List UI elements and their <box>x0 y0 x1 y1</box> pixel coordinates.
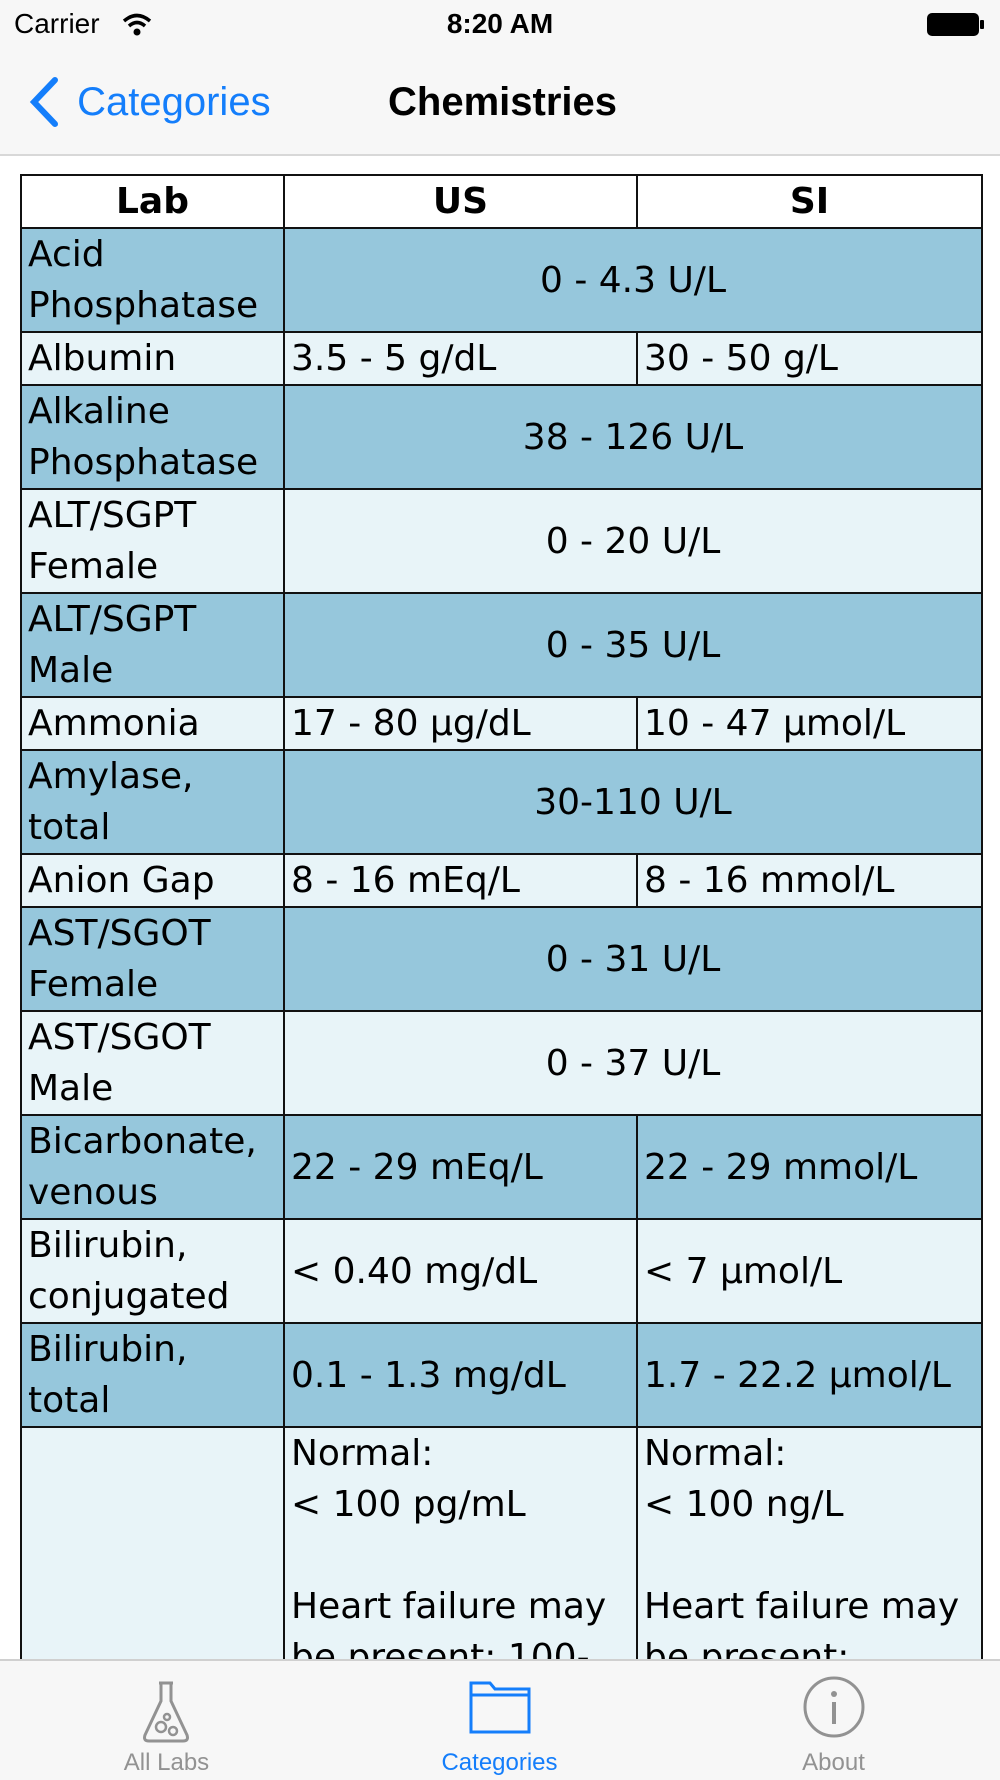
lab-cell: AST/SGOT Female <box>20 906 285 1012</box>
us-cell: 17 - 80 µg/dL <box>283 696 638 751</box>
tab-label: About <box>802 1749 865 1776</box>
nav-title: Chemistries <box>388 80 617 124</box>
si-cell: 10 - 47 µmol/L <box>636 696 983 751</box>
si-cell: 1.7 - 22.2 µmol/L <box>636 1322 983 1428</box>
tab-label: All Labs <box>123 1749 210 1776</box>
us-cell: 8 - 16 mEq/L <box>283 853 638 908</box>
cell-line: Normal: <box>644 1433 787 1474</box>
range-cell: 0 - 31 U/L <box>283 906 983 1012</box>
range-cell: 38 - 126 U/L <box>283 384 983 490</box>
us-cell: < 0.40 mg/dL <box>283 1218 638 1324</box>
table-row: ALT/SGPT Male 0 - 35 U/L <box>20 592 983 698</box>
wifi-icon <box>122 13 152 36</box>
back-label: Categories <box>77 79 271 124</box>
cell-line: < 100 pg/mL <box>291 1484 526 1525</box>
lab-cell: Albumin <box>20 331 285 386</box>
header-cell: US <box>283 174 638 229</box>
battery-icon <box>927 13 984 36</box>
cell-line: Heart failure may be present: 100- <box>291 1586 607 1659</box>
lab-cell <box>20 1426 285 1659</box>
back-chevron <box>29 77 58 127</box>
content: Lab US SI Acid Phosphatase 0 - 4.3 U/L Album… <box>0 156 1000 1659</box>
nav-bar: Categories Chemistries <box>0 50 1000 156</box>
back-button[interactable]: Categories <box>28 74 271 130</box>
si-cell: Normal: < 100 ng/L Heart failure may be pr… <box>636 1426 983 1659</box>
lab-cell: Bilirubin, total <box>20 1322 285 1428</box>
tab-label: Categories <box>441 1749 558 1776</box>
cell-line: < 100 ng/L <box>644 1484 844 1525</box>
lab-cell: Bilirubin, conjugated <box>20 1218 285 1324</box>
table-row: Alkaline Phosphatase 38 - 126 U/L <box>20 384 983 490</box>
table-row: Bilirubin, conjugated < 0.40 mg/dL < 7 µmo… <box>20 1218 983 1324</box>
lab-cell: Anion Gap <box>20 853 285 908</box>
table-row: Acid Phosphatase 0 - 4.3 U/L <box>20 227 983 333</box>
folder-icon <box>469 1681 531 1734</box>
table-row: Normal: < 100 pg/mL Heart failure may be p… <box>20 1426 983 1659</box>
table-row: Ammonia 17 - 80 µg/dL 10 - 47 µmol/L <box>20 696 983 751</box>
table-row: Bicarbonate, venous 22 - 29 mEq/L 22 - 29 … <box>20 1114 983 1220</box>
carrier: Carrier <box>14 8 100 39</box>
info-icon <box>803 1676 865 1738</box>
range-cell: 0 - 4.3 U/L <box>283 227 983 333</box>
table-row: AST/SGOT Male 0 - 37 U/L <box>20 1010 983 1116</box>
range-cell: 0 - 35 U/L <box>283 592 983 698</box>
flask-icon <box>143 1681 189 1743</box>
si-cell: 30 - 50 g/L <box>636 331 983 386</box>
us-cell: 0.1 - 1.3 mg/dL <box>283 1322 638 1428</box>
table-row: Anion Gap 8 - 16 mEq/L 8 - 16 mmol/L <box>20 853 983 908</box>
range-cell: 0 - 37 U/L <box>283 1010 983 1116</box>
header-cell: SI <box>636 174 983 229</box>
table-row: Albumin 3.5 - 5 g/dL 30 - 50 g/L <box>20 331 983 386</box>
range-cell: 30-110 U/L <box>283 749 983 855</box>
lab-table: Lab US SI Acid Phosphatase 0 - 4.3 U/L Album… <box>20 174 983 1659</box>
us-cell: 22 - 29 mEq/L <box>283 1114 638 1220</box>
si-cell: < 7 µmol/L <box>636 1218 983 1324</box>
tab-categories[interactable]: Categories <box>333 1661 666 1780</box>
table-row: ALT/SGPT Female 0 - 20 U/L <box>20 488 983 594</box>
lab-cell: Alkaline Phosphatase <box>20 384 285 490</box>
table-row: Amylase, total 30-110 U/L <box>20 749 983 855</box>
cell-line: Normal: <box>291 1433 434 1474</box>
lab-cell: ALT/SGPT Female <box>20 488 285 594</box>
lab-cell: AST/SGOT Male <box>20 1010 285 1116</box>
header-row: Lab US SI <box>20 174 983 229</box>
lab-cell: ALT/SGPT Male <box>20 592 285 698</box>
status-bar: Carrier 8:20 AM <box>0 0 1000 50</box>
us-cell: 3.5 - 5 g/dL <box>283 331 638 386</box>
lab-cell: Acid Phosphatase <box>20 227 285 333</box>
tab-all-labs[interactable]: All Labs <box>0 1661 333 1780</box>
lab-cell: Amylase, total <box>20 749 285 855</box>
table-row: Bilirubin, total 0.1 - 1.3 mg/dL 1.7 - 22.… <box>20 1322 983 1428</box>
cell-line: Heart failure may be present: <box>644 1586 960 1659</box>
us-cell: Normal: < 100 pg/mL Heart failure may be p… <box>283 1426 638 1659</box>
si-cell: 8 - 16 mmol/L <box>636 853 983 908</box>
header-cell: Lab <box>20 174 285 229</box>
si-cell: 22 - 29 mmol/L <box>636 1114 983 1220</box>
lab-cell: Bicarbonate, venous <box>20 1114 285 1220</box>
tab-bar: All Labs Categories About <box>0 1659 1000 1780</box>
clock: 8:20 AM <box>446 8 554 39</box>
tab-about[interactable]: About <box>667 1661 1000 1780</box>
lab-cell: Ammonia <box>20 696 285 751</box>
table-row: AST/SGOT Female 0 - 31 U/L <box>20 906 983 1012</box>
range-cell: 0 - 20 U/L <box>283 488 983 594</box>
